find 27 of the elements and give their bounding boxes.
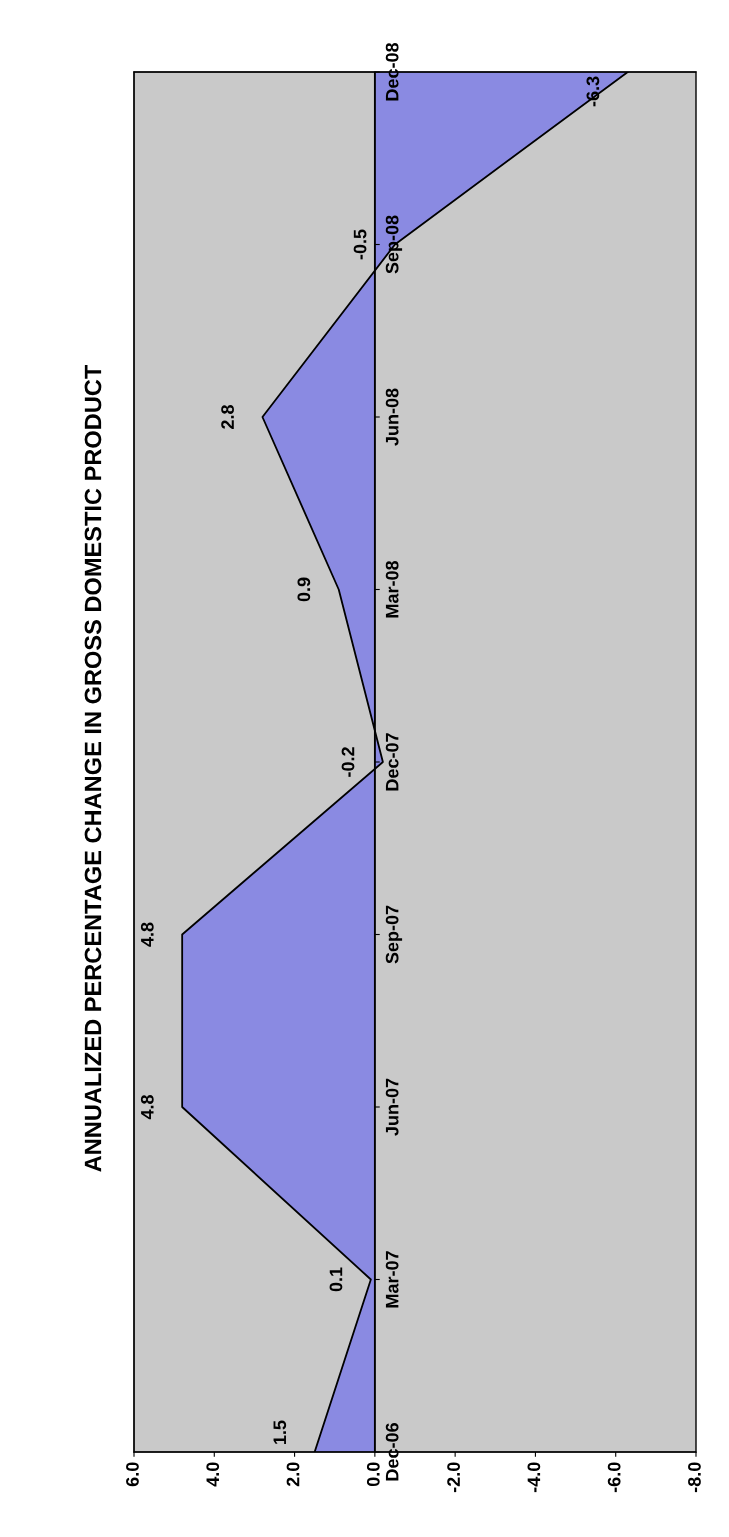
x-tick-label: 2.0 (286, 1462, 300, 1487)
data-label: -6.3 (586, 76, 600, 107)
x-tick-label: -6.0 (607, 1462, 621, 1493)
x-tick-label: 6.0 (126, 1462, 139, 1487)
data-label: -0.2 (341, 747, 355, 777)
y-tick-label: Mar-08 (385, 560, 399, 618)
y-tick-label: Mar-07 (385, 1251, 399, 1308)
data-label: 0.9 (297, 577, 311, 602)
y-tick-label: Dec-06 (385, 1423, 399, 1481)
data-label: 4.8 (140, 922, 154, 947)
text: ANNUALIZED PERCENTAGE CHANGE IN GROSS DOMESTIC PRODUCT (84, 364, 102, 1172)
data-label: 0.1 (329, 1267, 343, 1292)
y-tick-label: Jun-07 (385, 1078, 399, 1136)
x-tick-label: -4.0 (527, 1462, 541, 1493)
x-tick-label: 4.0 (206, 1462, 220, 1487)
x-tick-label: -8.0 (688, 1462, 701, 1493)
y-tick-label: Jun-08 (385, 388, 399, 446)
data-label: 4.8 (140, 1095, 154, 1120)
y-tick-label: Sep-08 (385, 215, 403, 274)
data-label: 1.5 (273, 1420, 287, 1444)
y-tick-label: Sep-07 (385, 905, 403, 964)
y-tick-label: Dec-08 (385, 42, 399, 101)
data-label: 2.8 (221, 405, 234, 429)
y-tick-label: Dec-07 (385, 733, 399, 791)
x-tick-label: 0.0 (366, 1462, 380, 1487)
x-tick-label: -2.0 (447, 1462, 460, 1493)
data-label: -0.5 (353, 229, 367, 260)
